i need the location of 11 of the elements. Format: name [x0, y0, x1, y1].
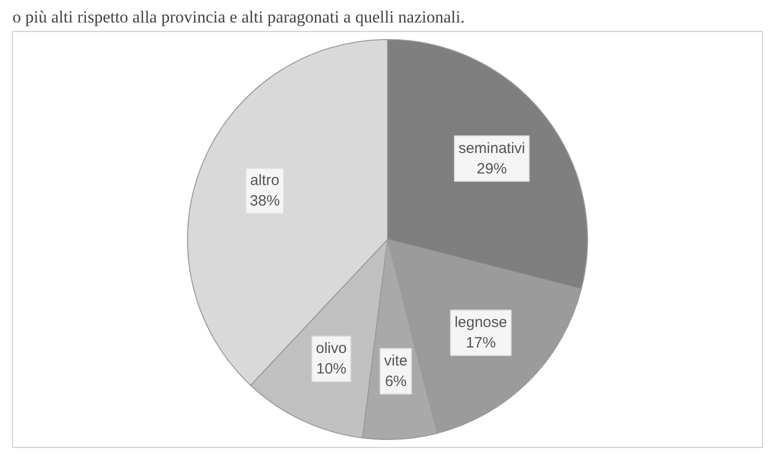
data-label: 17% — [466, 334, 496, 352]
slice-label: legnose — [454, 314, 508, 332]
slice-label: altro — [250, 172, 280, 190]
text: o più alti rispetto alla provincia e alti paragonati a quelli nazionali. — [12, 8, 465, 26]
data-label: 29% — [476, 160, 507, 178]
data-label: 38% — [250, 192, 280, 210]
data-label: 6% — [384, 372, 407, 390]
slice-label: olivo — [316, 340, 347, 358]
slice-label: seminativi — [458, 140, 526, 157]
slice-label: vite — [384, 352, 408, 370]
data-label: 10% — [316, 360, 346, 378]
